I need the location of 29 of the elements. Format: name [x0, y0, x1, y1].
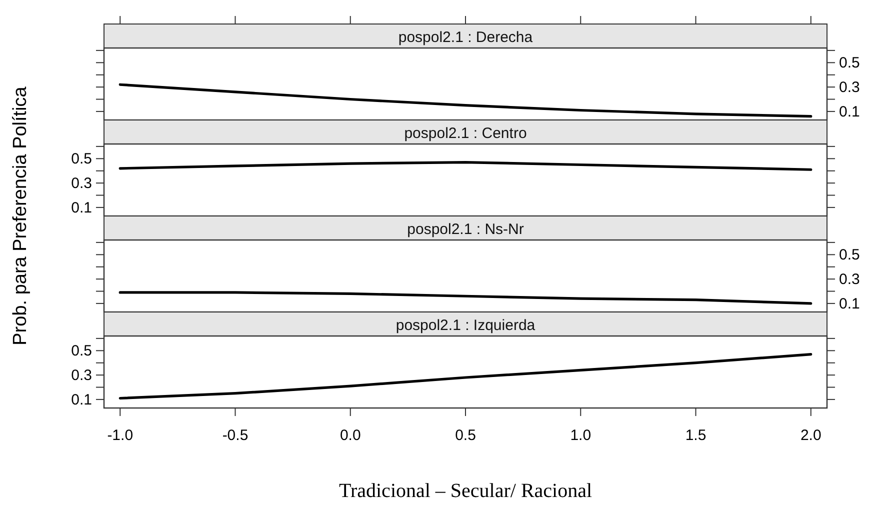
y-tick-label: 0.3	[71, 367, 92, 384]
x-tick-label: -1.0	[107, 427, 134, 444]
x-tick-label: 1.5	[685, 427, 706, 444]
x-tick-label: -0.5	[222, 427, 248, 444]
y-tick-label: 0.3	[839, 271, 860, 288]
chart-title: pospol2.1 : Centro	[404, 125, 527, 142]
x-axis-title: Tradicional – Secular/ Racional	[338, 480, 592, 502]
y-tick-label: 0.5	[839, 246, 860, 264]
line-series	[118, 83, 812, 118]
y-tick-label: 0.3	[839, 79, 860, 96]
x-tick-label: 1.0	[570, 427, 592, 444]
y-axis-title: Prob. para Preferencia Política	[10, 86, 31, 346]
chart-title: pospol2.1 : Derecha	[398, 29, 534, 46]
line-series	[118, 161, 812, 171]
y-tick-label: 0.5	[71, 150, 92, 168]
x-tick-label: 0.0	[340, 427, 361, 444]
y-tick-label: 0.3	[71, 175, 92, 192]
x-tick-label: 0.5	[455, 427, 476, 444]
y-tick-label: 0.1	[839, 103, 860, 120]
y-tick-label: 0.1	[839, 295, 860, 312]
y-tick-label: 0.1	[71, 199, 92, 216]
y-tick-label: 0.5	[839, 54, 860, 72]
y-tick-label: 0.5	[71, 342, 92, 360]
chart-title: pospol2.1 : Ns-Nr	[407, 221, 524, 238]
x-tick-label: 2.0	[800, 427, 822, 444]
y-tick-label: 0.1	[71, 391, 92, 408]
chart-title: pospol2.1 : Izquierda	[396, 317, 536, 334]
line-series	[118, 353, 812, 400]
line-series	[118, 291, 812, 305]
